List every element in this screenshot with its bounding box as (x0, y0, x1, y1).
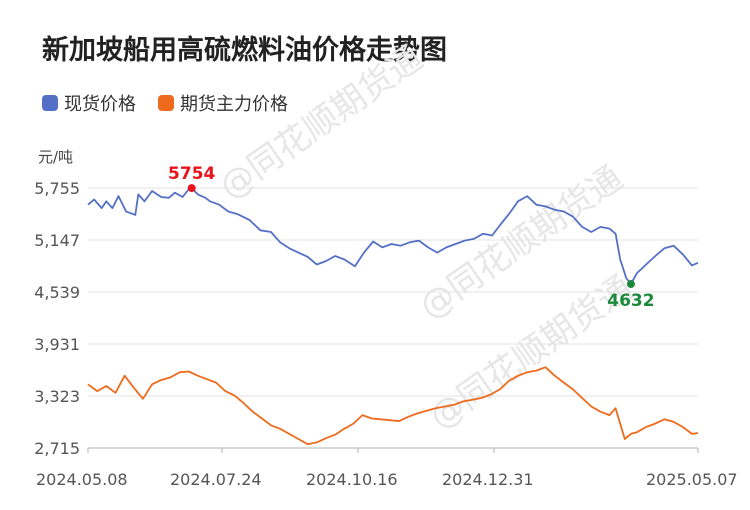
x-tick-label: 2024.07.24 (170, 470, 262, 489)
series-lines (87, 187, 699, 446)
annotation-marker (187, 184, 196, 193)
annotation-label: 4632 (607, 291, 654, 311)
watermark-text: @同花顺期货通 (212, 38, 430, 207)
annotation-label: 5754 (168, 164, 215, 184)
annotations: 5754 4632 (168, 164, 655, 311)
y-tick-label: 5,147 (34, 231, 80, 250)
y-tick-label: 3,931 (34, 335, 80, 354)
x-tick-label: 2025.05.07 (646, 470, 738, 489)
x-tick-label: 2024.12.31 (442, 470, 534, 489)
legend-item-spot[interactable]: 现货价格 (42, 90, 136, 116)
chart-legend: 现货价格 期货主力价格 (42, 90, 310, 116)
legend-label-spot: 现货价格 (64, 94, 136, 115)
chart-title: 新加坡船用高硫燃料油价格走势图 (42, 35, 447, 66)
y-tick-label: 5,755 (34, 179, 80, 198)
y-axis-ticks: 5,755 5,147 4,539 3,931 3,323 2,715 (34, 179, 80, 458)
spot-price-line (87, 187, 699, 285)
y-tick-label: 3,323 (34, 387, 80, 406)
legend-item-futures[interactable]: 期货主力价格 (158, 90, 288, 116)
legend-label-futures: 期货主力价格 (180, 94, 288, 115)
legend-swatch-futures (158, 95, 174, 111)
legend-swatch-spot (42, 95, 58, 111)
y-tick-label: 4,539 (34, 283, 80, 302)
x-tick-label: 2024.05.08 (36, 470, 128, 489)
futures-price-line (87, 366, 699, 446)
x-tick-label: 2024.10.16 (306, 470, 398, 489)
annotation-marker (626, 280, 635, 289)
x-axis-ticks: 2024.05.08 2024.07.24 2024.10.16 2024.12.31… (36, 448, 738, 489)
y-tick-label: 2,715 (34, 439, 80, 458)
y-axis-unit: 元/吨 (38, 148, 73, 166)
grid-lines (88, 187, 698, 449)
